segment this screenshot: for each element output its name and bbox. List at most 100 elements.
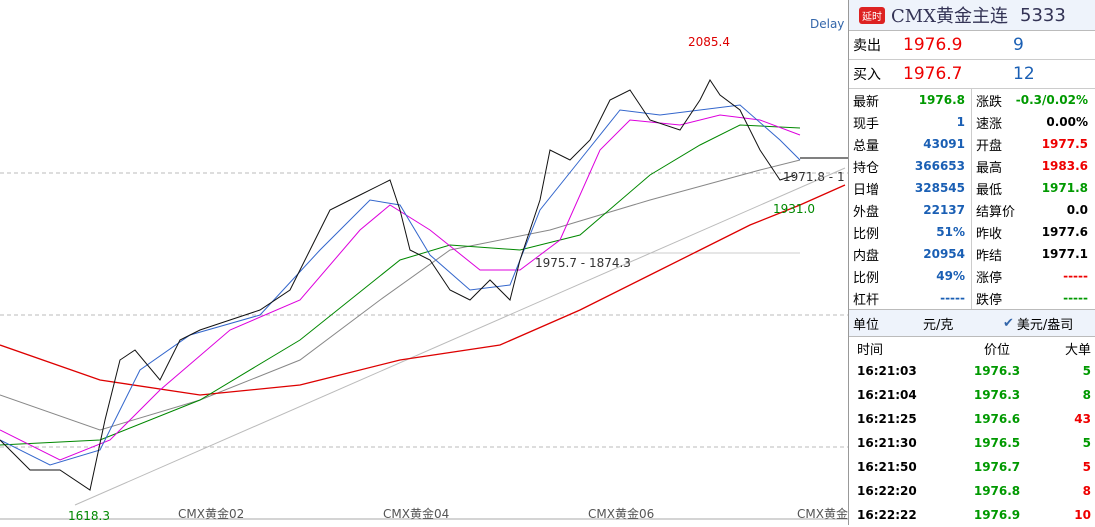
price-line bbox=[0, 79, 796, 491]
stat-value: 20954 bbox=[923, 247, 965, 261]
stat-label: 涨跌 bbox=[976, 94, 1003, 110]
last-range: 1971.8 - 1 bbox=[783, 170, 845, 184]
time: 16:21:30 bbox=[857, 436, 917, 450]
stat-label: 比例 bbox=[853, 270, 880, 286]
stat-row: 比例 51% 昨收 1977.6 bbox=[849, 221, 1095, 243]
stat-label: 开盘 bbox=[976, 138, 1003, 154]
volume: 5 bbox=[1082, 364, 1091, 378]
volume: 5 bbox=[1082, 460, 1091, 474]
axis-label: CMX黄金04 bbox=[383, 506, 449, 521]
stat-value: ----- bbox=[1063, 291, 1088, 305]
price: 1976.5 bbox=[973, 436, 1021, 450]
stat-value: 1 bbox=[956, 115, 965, 129]
stat-value: 328545 bbox=[914, 181, 965, 195]
stat-value: 1977.6 bbox=[1041, 225, 1088, 239]
stat-row: 内盘 20954 昨结 1977.1 bbox=[849, 243, 1095, 265]
trade-header: 时间 价位 大单 bbox=[849, 337, 1095, 359]
trade-row: 16:21:04 1976.3 8 bbox=[849, 383, 1095, 407]
stat-row: 持仓 366653 最高 1983.6 bbox=[849, 155, 1095, 177]
stats: 最新 1976.8 涨跌 -0.3/0.02% 现手 1 速涨 0.00% 总量 43091 开盘 1… bbox=[849, 89, 1095, 310]
stat-cell: 昨结 1977.1 bbox=[972, 243, 1094, 265]
stat-cell: 持仓 366653 bbox=[849, 155, 972, 177]
stat-label: 总量 bbox=[853, 138, 880, 154]
title[interactable]: CMX黄金主连 bbox=[891, 6, 1009, 27]
stat-value: 0.00% bbox=[1046, 115, 1088, 129]
stat-label: 外盘 bbox=[853, 204, 880, 220]
sell-row: 卖出 1976.9 9 bbox=[849, 31, 1095, 60]
th: 时间 bbox=[857, 342, 884, 358]
stat-cell: 杠杆 ----- bbox=[849, 287, 972, 309]
price: 1976.3 bbox=[973, 388, 1021, 402]
stat-value: 1977.5 bbox=[1041, 137, 1088, 151]
price: 1976.7 bbox=[903, 64, 963, 84]
stat-label: 持仓 bbox=[853, 160, 880, 176]
stat-label: 比例 bbox=[853, 226, 880, 242]
stat-label: 最高 bbox=[976, 160, 1003, 176]
option[interactable]: 美元/盎司 bbox=[1016, 317, 1074, 333]
stat-label: 最新 bbox=[853, 94, 880, 110]
stat-cell: 比例 51% bbox=[849, 221, 972, 243]
trades: 16:21:03 1976.3 5 16:21:04 1976.3 8 16:21:25 19… bbox=[849, 359, 1095, 527]
x-axis: CMX黄金02 CMX黄金04 CMX黄金06 CMX黄金08 bbox=[178, 506, 848, 521]
stat-label: 杠杆 bbox=[853, 292, 880, 308]
stat-cell: 跌停 ----- bbox=[972, 287, 1094, 309]
volume: 8 bbox=[1082, 388, 1091, 402]
header: 延时 CMX黄金主连 5333 bbox=[849, 0, 1095, 31]
stat-label: 最低 bbox=[976, 182, 1003, 198]
stat-value: ----- bbox=[1063, 269, 1088, 283]
volume: 12 bbox=[1013, 64, 1035, 84]
stat-label: 跌停 bbox=[976, 292, 1003, 308]
stat-row: 总量 43091 开盘 1977.5 bbox=[849, 133, 1095, 155]
time: 16:22:22 bbox=[857, 508, 917, 522]
price: 1976.9 bbox=[903, 35, 963, 55]
stat-value: 1983.6 bbox=[1041, 159, 1088, 173]
stat-value: ----- bbox=[940, 291, 965, 305]
stat-row: 现手 1 速涨 0.00% bbox=[849, 111, 1095, 133]
stat-label: 现手 bbox=[853, 116, 880, 132]
volume: 10 bbox=[1074, 508, 1091, 522]
trend-line bbox=[74, 167, 846, 506]
stat-cell: 总量 43091 bbox=[849, 133, 972, 155]
unit-row: 单位 元/克 ✔ 美元/盎司 bbox=[849, 310, 1095, 337]
stat-label: 昨收 bbox=[976, 226, 1003, 242]
label: 单位 bbox=[853, 317, 880, 333]
stat-cell: 内盘 20954 bbox=[849, 243, 972, 265]
stat-cell: 外盘 22137 bbox=[849, 199, 972, 221]
stat-cell: 日增 328545 bbox=[849, 177, 972, 199]
stat-cell: 现手 1 bbox=[849, 111, 972, 133]
stat-label: 昨结 bbox=[976, 248, 1003, 264]
stat-value: -0.3/0.02% bbox=[1015, 93, 1088, 107]
range-label: 1975.7 - 1874.3 bbox=[535, 256, 631, 270]
stat-cell: 最新 1976.8 bbox=[849, 89, 972, 111]
price: 1976.3 bbox=[973, 364, 1021, 378]
stat-cell: 结算价 0.0 bbox=[972, 199, 1094, 221]
axis-label: CMX黄金02 bbox=[178, 506, 244, 521]
trade-row: 16:21:03 1976.3 5 bbox=[849, 359, 1095, 383]
kline-chart: Delay 2085.4 1618.3 1931.0 1971.8 - 1 19… bbox=[0, 17, 848, 523]
trade-row: 16:21:25 1976.6 43 bbox=[849, 407, 1095, 431]
axis-label: CMX黄金08 bbox=[797, 506, 848, 521]
stat-label: 结算价 bbox=[976, 204, 1016, 220]
stat-value: 51% bbox=[936, 225, 965, 239]
stat-label: 涨停 bbox=[976, 270, 1003, 286]
stat-cell: 最高 1983.6 bbox=[972, 155, 1094, 177]
stat-cell: 昨收 1977.6 bbox=[972, 221, 1094, 243]
volume: 9 bbox=[1013, 35, 1024, 55]
stat-cell: 开盘 1977.5 bbox=[972, 133, 1094, 155]
stat-value: 49% bbox=[936, 269, 965, 283]
stat-row: 日增 328545 最低 1971.8 bbox=[849, 177, 1095, 199]
stat-row: 比例 49% 涨停 ----- bbox=[849, 265, 1095, 287]
trade-row: 16:21:30 1976.5 5 bbox=[849, 431, 1095, 455]
stat-row: 杠杆 ----- 跌停 ----- bbox=[849, 287, 1095, 309]
stat-cell: 比例 49% bbox=[849, 265, 972, 287]
stat-label: 日增 bbox=[853, 182, 880, 198]
buy-row: 买入 1976.7 12 bbox=[849, 60, 1095, 89]
stat-value: 1971.8 bbox=[1041, 181, 1088, 195]
trade-row: 16:21:50 1976.7 5 bbox=[849, 455, 1095, 479]
option[interactable]: 元/克 bbox=[923, 317, 954, 333]
quote-panel: 延时 CMX黄金主连 5333 卖出 1976.9 9 买入 1976.7 12 最新 1… bbox=[848, 0, 1095, 525]
time: 16:22:20 bbox=[857, 484, 917, 498]
price: 1976.7 bbox=[973, 460, 1021, 474]
price: 1976.9 bbox=[973, 508, 1021, 522]
